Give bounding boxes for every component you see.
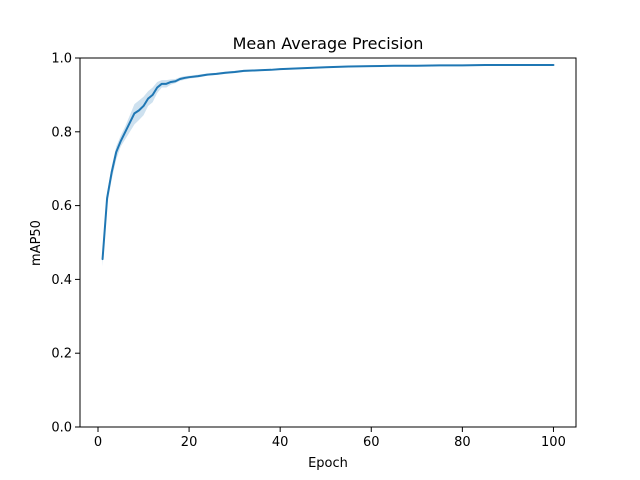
series-line <box>101 64 555 261</box>
y-tick-label: 0.4 <box>51 273 72 288</box>
x-tick-label: 60 <box>363 435 380 450</box>
plot-area <box>101 64 555 267</box>
y-tick-label: 1.0 <box>51 52 72 67</box>
x-tick-label: 20 <box>181 435 198 450</box>
x-tick-label: 100 <box>541 435 566 450</box>
x-tick-label: 0 <box>94 435 102 450</box>
axes: 0 20 40 60 80 100 0.0 0.2 0.4 0.6 0.8 1.0 <box>51 52 577 450</box>
axes-frame <box>79 57 577 428</box>
y-tick-label: 0.8 <box>51 125 72 140</box>
confidence-band <box>102 64 554 267</box>
x-tick-label: 80 <box>454 435 471 450</box>
x-tick-label: 40 <box>272 435 289 450</box>
y-tick-label: 0.0 <box>51 421 72 436</box>
y-axis-label: mAP50 <box>29 220 44 266</box>
y-tick-label: 0.2 <box>51 347 72 362</box>
chart-title: Mean Average Precision <box>233 34 424 53</box>
x-axis-label: Epoch <box>308 456 348 471</box>
y-tick-label: 0.6 <box>51 199 72 214</box>
